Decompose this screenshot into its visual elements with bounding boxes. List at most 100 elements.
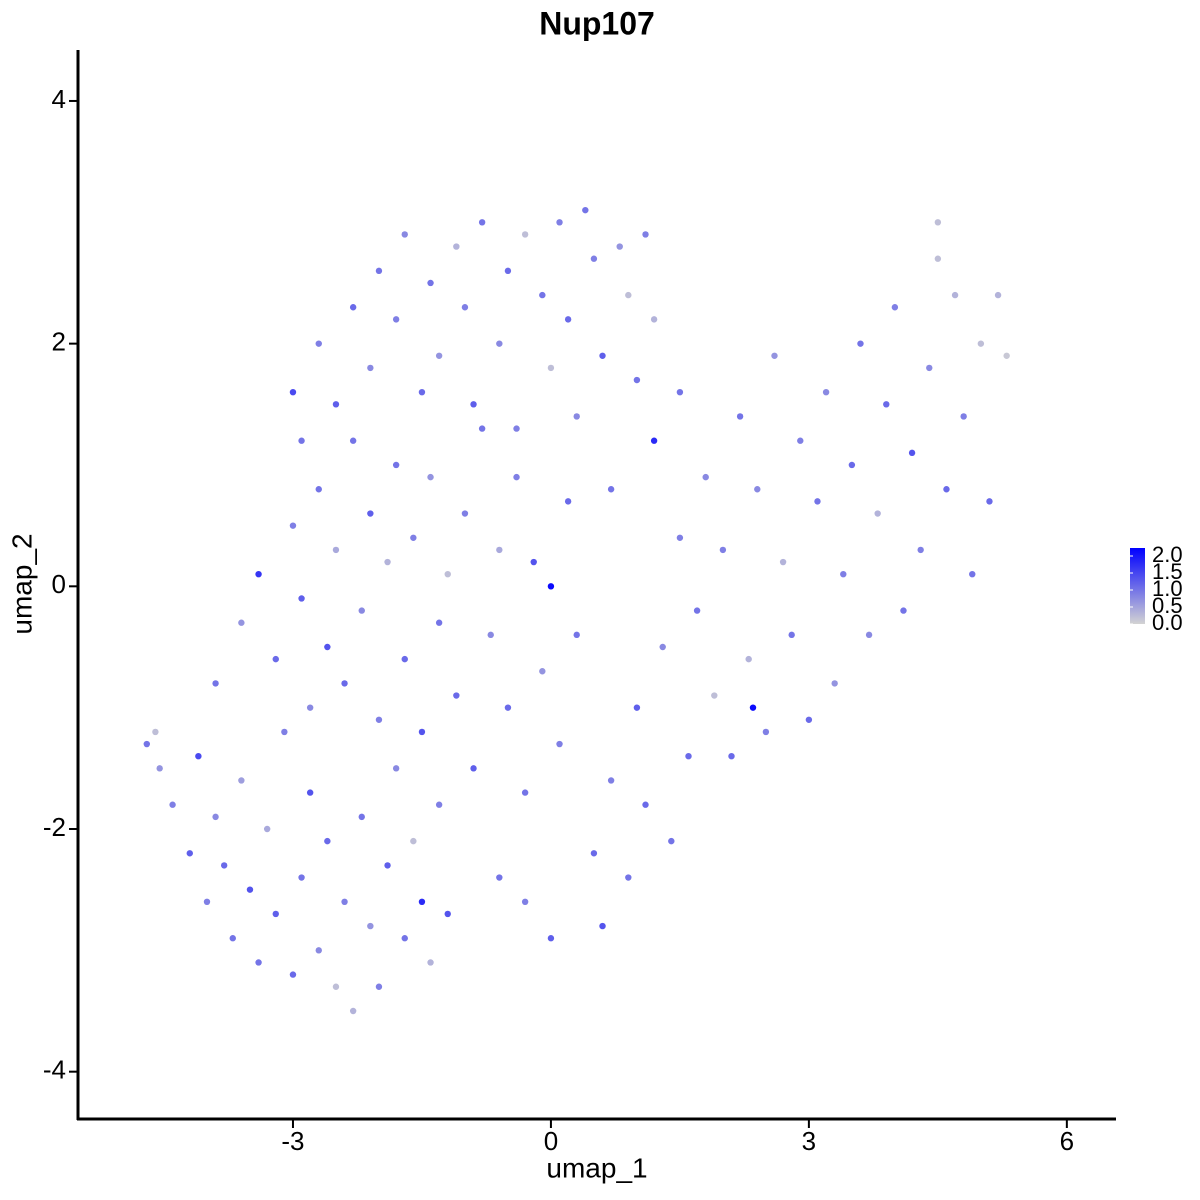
point	[668, 837, 675, 845]
point	[521, 898, 529, 906]
point	[977, 340, 985, 347]
point	[582, 206, 589, 214]
point	[749, 704, 757, 711]
point	[633, 376, 641, 384]
point	[788, 631, 795, 639]
point	[702, 473, 709, 481]
point	[599, 922, 606, 930]
point	[771, 352, 778, 359]
point	[521, 231, 529, 238]
point	[375, 267, 383, 275]
point	[384, 862, 391, 869]
point	[401, 655, 408, 663]
point	[762, 728, 770, 736]
point	[263, 825, 271, 833]
point	[246, 886, 254, 893]
point	[367, 922, 374, 930]
point	[496, 874, 503, 881]
colorbar-tick-label: 1.5	[1152, 559, 1183, 584]
point	[324, 643, 331, 651]
point	[926, 364, 933, 372]
point	[341, 898, 348, 906]
point	[444, 570, 451, 578]
point	[900, 607, 907, 614]
point	[186, 850, 193, 857]
point	[332, 546, 340, 554]
point	[444, 910, 451, 918]
point	[513, 473, 520, 481]
point	[349, 437, 357, 444]
point	[994, 291, 1002, 299]
colorbar-tick-label: 2.0	[1152, 542, 1183, 567]
point	[625, 291, 632, 299]
point	[496, 546, 503, 554]
colorbar-tick-label: 0.0	[1152, 610, 1183, 635]
point	[607, 486, 615, 493]
point	[384, 558, 391, 566]
point	[797, 437, 804, 444]
point	[418, 388, 426, 396]
point	[470, 401, 477, 408]
colorbar-tick-label: 1.0	[1152, 576, 1183, 601]
point	[779, 558, 787, 566]
point	[633, 704, 641, 711]
point	[814, 498, 821, 505]
point	[238, 777, 245, 784]
point	[358, 607, 365, 614]
point	[496, 340, 503, 347]
point	[410, 837, 417, 845]
point	[367, 364, 374, 372]
point	[281, 728, 288, 736]
x-tick-label: 6	[1060, 1126, 1074, 1156]
point	[418, 898, 426, 906]
point	[401, 935, 408, 942]
point	[969, 570, 976, 578]
x-tick-label: 3	[802, 1126, 816, 1156]
y-tick-label: 2	[52, 327, 66, 357]
point	[152, 728, 159, 736]
point	[685, 752, 692, 760]
point	[1003, 352, 1010, 359]
point	[616, 243, 623, 250]
colorbar	[1130, 548, 1145, 624]
point	[676, 388, 684, 396]
point	[745, 655, 752, 663]
point	[169, 801, 176, 808]
point	[891, 304, 899, 311]
point	[539, 668, 546, 675]
point	[883, 401, 890, 408]
point	[315, 486, 322, 493]
point	[934, 219, 942, 226]
point	[487, 631, 494, 639]
point	[156, 765, 163, 772]
point	[857, 340, 864, 347]
point	[220, 862, 228, 869]
point	[908, 449, 916, 457]
point	[539, 291, 546, 299]
point	[960, 413, 967, 420]
point	[840, 570, 847, 578]
point	[392, 461, 400, 469]
point	[564, 498, 572, 505]
point	[306, 704, 314, 711]
x-tick-label: -3	[281, 1126, 304, 1156]
point	[375, 716, 383, 723]
point	[917, 546, 924, 554]
point	[461, 510, 469, 517]
point	[461, 304, 469, 311]
point	[805, 716, 813, 723]
point	[349, 1007, 357, 1015]
point	[513, 425, 520, 432]
chart-title: Nup107	[539, 5, 655, 41]
point	[951, 291, 959, 299]
point	[435, 352, 443, 359]
point	[590, 255, 598, 262]
point	[212, 680, 219, 687]
point	[375, 983, 383, 990]
point	[255, 570, 262, 578]
point	[289, 971, 297, 978]
point	[693, 607, 701, 614]
point	[341, 680, 348, 687]
point	[599, 352, 606, 359]
